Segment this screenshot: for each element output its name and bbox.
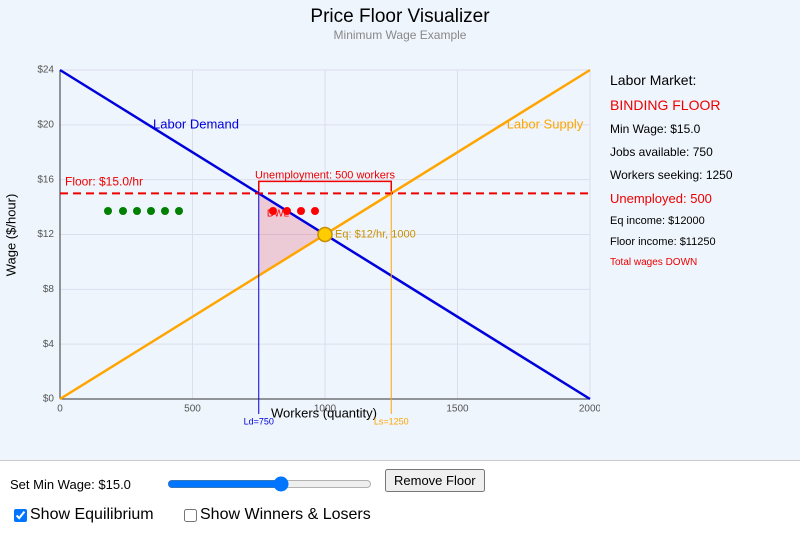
worker-dot bbox=[311, 207, 319, 215]
x-tick-label: 1500 bbox=[446, 404, 469, 415]
x-axis-label: Workers (quantity) bbox=[271, 405, 377, 420]
x-tick-label: 0 bbox=[57, 404, 63, 415]
info-line: Min Wage: $15.0 bbox=[610, 122, 701, 136]
floor-label: Floor: $15.0/hr bbox=[65, 175, 143, 189]
worker-dot bbox=[283, 207, 291, 215]
y-tick-label: $12 bbox=[37, 229, 54, 240]
x-tick-label: 500 bbox=[184, 404, 201, 415]
status: BINDING FLOOR bbox=[610, 97, 721, 113]
info-panel: Labor Market: BINDING FLOOR Min Wage: $1… bbox=[610, 72, 733, 277]
worker-dot bbox=[147, 207, 155, 215]
chart-title: Price Floor Visualizer bbox=[310, 6, 490, 27]
dwl-label: DWL bbox=[267, 209, 290, 220]
equilibrium-label: Eq: $12/hr, 1000 bbox=[335, 228, 416, 240]
worker-dot bbox=[269, 207, 277, 215]
y-axis-label: Wage ($/hour) bbox=[3, 194, 18, 277]
worker-dot bbox=[175, 207, 183, 215]
visualizer: Price Floor Visualizer Minimum Wage Exam… bbox=[0, 0, 800, 461]
info-line: Total wages DOWN bbox=[610, 257, 698, 268]
min-wage-slider[interactable] bbox=[167, 476, 372, 492]
info-line: Workers seeking: 1250 bbox=[610, 168, 733, 182]
info-line: Jobs available: 750 bbox=[610, 145, 713, 159]
unemployment-label: Unemployment: 500 workers bbox=[255, 169, 396, 181]
y-tick-label: $4 bbox=[43, 339, 55, 350]
checkbox[interactable] bbox=[184, 508, 197, 522]
checkbox-label: Show Winners & Losers bbox=[200, 506, 371, 523]
y-tick-label: $8 bbox=[43, 284, 55, 295]
worker-dot bbox=[104, 207, 112, 215]
panel-heading: Labor Market: bbox=[610, 72, 697, 88]
info-line: Unemployed: 500 bbox=[610, 191, 712, 206]
equilibrium-point bbox=[317, 226, 333, 243]
deadweight-loss bbox=[258, 193, 325, 276]
series-label: Labor Demand bbox=[153, 116, 239, 131]
qs-label: Ls=1250 bbox=[374, 416, 409, 426]
series-label: Labor Supply bbox=[507, 116, 584, 131]
worker-dot bbox=[161, 207, 169, 215]
info-line: Floor income: $11250 bbox=[610, 236, 716, 248]
worker-dot bbox=[297, 207, 305, 215]
y-tick-label: $20 bbox=[37, 119, 54, 130]
worker-dot bbox=[133, 207, 141, 215]
remove-floor-button[interactable]: Remove Floor bbox=[385, 469, 485, 492]
chart-subtitle: Minimum Wage Example bbox=[334, 28, 467, 42]
x-tick-label: 2000 bbox=[579, 404, 600, 415]
y-tick-label: $16 bbox=[37, 174, 54, 185]
qd-label: Ld=750 bbox=[244, 416, 274, 426]
worker-dot bbox=[119, 207, 127, 215]
y-tick-label: $24 bbox=[37, 65, 54, 76]
slider-label: Set Min Wage: $15.0 bbox=[10, 477, 131, 492]
checkbox[interactable] bbox=[14, 508, 27, 522]
y-tick-label: $0 bbox=[43, 394, 55, 405]
checkbox-equilibrium[interactable]: Show Equilibrium bbox=[14, 506, 154, 524]
checkbox-winners[interactable]: Show Winners & Losers bbox=[184, 506, 371, 524]
unemployment-bracket bbox=[258, 180, 392, 192]
checkbox-label: Show Equilibrium bbox=[30, 506, 154, 523]
info-line: Eq income: $12000 bbox=[610, 215, 705, 227]
chart: Price Floor Visualizer Minimum Wage Exam… bbox=[3, 6, 601, 426]
controls: Set Min Wage: $15.0 Remove Floor Show Eq… bbox=[0, 461, 800, 542]
x-tick-label: 1000 bbox=[314, 404, 337, 415]
